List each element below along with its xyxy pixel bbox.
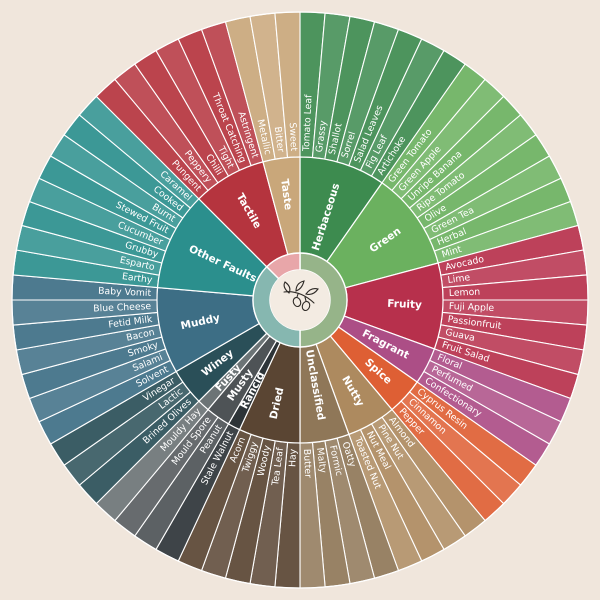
category-label-fruity: Fruity xyxy=(387,298,422,312)
term-label-fuji-apple: Fuji Apple xyxy=(449,301,495,314)
term-label-baby-vomit: Baby Vomit xyxy=(98,286,152,299)
term-label-lime: Lime xyxy=(447,272,471,286)
term-label-lemon: Lemon xyxy=(449,287,481,299)
term-label-sweet: Sweet xyxy=(287,122,299,151)
olive-branch-icon xyxy=(283,280,319,312)
term-label-butter: Butter xyxy=(301,449,313,479)
term-label-hay: Hay xyxy=(287,448,299,467)
term-label-tea-leaf: Tea Leaf xyxy=(270,446,286,487)
term-label-tomato-leaf: Tomato Leaf xyxy=(301,94,315,153)
term-label-malty: Malty xyxy=(314,447,328,474)
term-label-grassy: Grassy xyxy=(314,119,329,153)
term-label-bitter: Bitter xyxy=(272,126,286,153)
term-label-blue-cheese: Blue Cheese xyxy=(93,301,152,315)
wheel-center xyxy=(270,270,330,330)
middle-ring: Herbaceous GreenFruityFragrantSpiceNuttyU… xyxy=(156,156,444,444)
category-label-taste: Taste xyxy=(278,178,294,211)
term-label-earthy: Earthy xyxy=(121,271,153,286)
wheel-rim xyxy=(11,11,589,589)
